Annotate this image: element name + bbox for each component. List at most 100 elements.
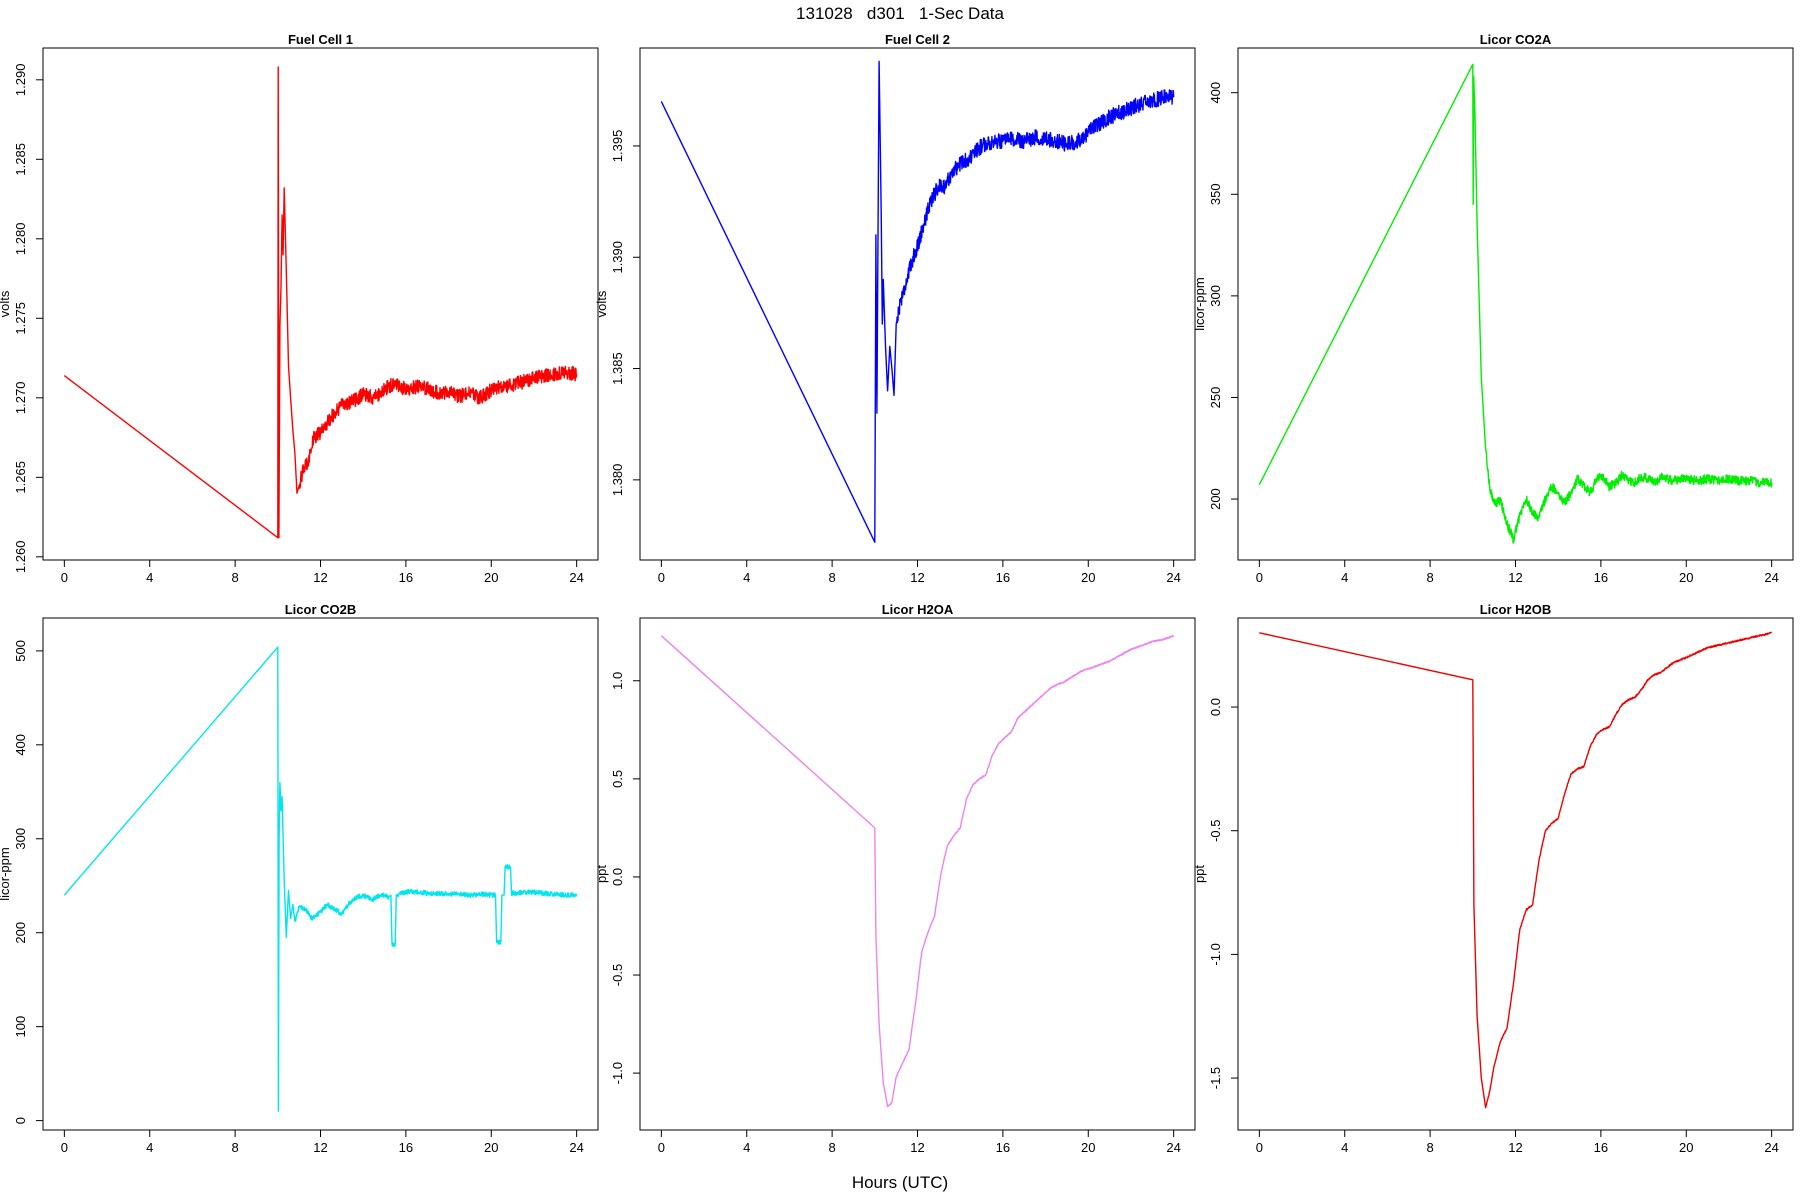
x-tick-label: 16 [996, 1140, 1010, 1155]
y-tick-label: 1.265 [13, 461, 28, 494]
x-tick-label: 12 [313, 1140, 327, 1155]
x-tick-label: 4 [743, 570, 750, 585]
y-tick-label: 1.270 [13, 382, 28, 415]
x-tick-label: 24 [569, 570, 583, 585]
y-tick-label: 350 [1208, 183, 1223, 205]
x-tick-label: 8 [828, 1140, 835, 1155]
y-tick-label: 500 [13, 640, 28, 662]
x-tick-label: 0 [61, 1140, 68, 1155]
y-tick-label: 1.285 [13, 143, 28, 176]
x-tick-label: 20 [484, 570, 498, 585]
panel-title: Fuel Cell 1 [288, 32, 353, 47]
y-tick-label: 0.0 [1208, 698, 1223, 716]
y-tick-label: 1.390 [610, 241, 625, 274]
x-tick-label: 8 [1426, 1140, 1433, 1155]
y-tick-label: 200 [1208, 488, 1223, 510]
x-tick-label: 4 [146, 1140, 153, 1155]
y-tick-label: 1.260 [13, 541, 28, 574]
x-tick-label: 20 [1679, 570, 1693, 585]
x-tick-label: 8 [231, 1140, 238, 1155]
x-tick-label: 12 [910, 570, 924, 585]
x-tick-label: 0 [61, 570, 68, 585]
y-axis-label: volts [594, 290, 609, 317]
y-tick-label: 1.385 [610, 352, 625, 385]
x-tick-label: 0 [1256, 570, 1263, 585]
chart-panel-4: Licor CO2B 0 4 8 12 16 20 24 0 100 200 300 400 500 lic… [0, 602, 599, 1155]
x-axis-label: Hours (UTC) [852, 1173, 948, 1192]
series-line [1259, 631, 1773, 1109]
y-tick-label: 200 [13, 922, 28, 944]
x-tick-label: 24 [1764, 1140, 1778, 1155]
x-tick-label: 4 [1341, 1140, 1348, 1155]
figure-title: 131028 d301 1-Sec Data [796, 4, 1004, 23]
x-tick-label: 20 [1081, 570, 1095, 585]
y-tick-label: 1.275 [13, 302, 28, 335]
x-tick-label: 20 [484, 1140, 498, 1155]
x-tick-label: 12 [910, 1140, 924, 1155]
x-tick-label: 8 [1426, 570, 1433, 585]
x-tick-label: 24 [1764, 570, 1778, 585]
x-tick-label: 24 [569, 1140, 583, 1155]
y-tick-label: 1.280 [13, 223, 28, 256]
series-line [660, 60, 1175, 543]
y-tick-label: 1.0 [610, 672, 625, 690]
series-line [660, 634, 1175, 1108]
y-tick-label: 100 [13, 1016, 28, 1038]
panel-title: Licor CO2B [285, 602, 357, 617]
x-tick-label: 4 [146, 570, 153, 585]
chart-panel-2: Fuel Cell 2 0 4 8 12 16 20 24 1.380 1.385 1.390 1.3… [594, 32, 1196, 585]
y-tick-label: -1.0 [610, 1062, 625, 1084]
panel-title: Licor CO2A [1480, 32, 1552, 47]
chart-panel-5: Licor H2OA 0 4 8 12 16 20 24 -1.0 -0.5 0.0 0.5 1.0 pp… [594, 602, 1196, 1155]
x-tick-label: 20 [1679, 1140, 1693, 1155]
y-tick-label: 300 [13, 828, 28, 850]
y-tick-label: 400 [13, 734, 28, 756]
panel-title: Licor H2OA [882, 602, 954, 617]
chart-panel-1: Fuel Cell 1 0 4 8 12 16 20 24 1.260 1.265 1.270 1.2… [0, 32, 599, 585]
series-line [1258, 63, 1773, 544]
x-tick-label: 24 [1166, 570, 1180, 585]
x-tick-label: 4 [1341, 570, 1348, 585]
x-tick-label: 4 [743, 1140, 750, 1155]
x-tick-label: 16 [1594, 1140, 1608, 1155]
y-tick-label: 250 [1208, 387, 1223, 409]
y-tick-label: 300 [1208, 285, 1223, 307]
x-tick-label: 8 [231, 570, 238, 585]
y-tick-label: -0.5 [1208, 820, 1223, 842]
x-tick-label: 12 [1508, 570, 1522, 585]
y-tick-label: 1.395 [610, 130, 625, 163]
chart-panels: Fuel Cell 1 0 4 8 12 16 20 24 1.260 1.265 1.270 1.2… [0, 32, 1794, 1155]
x-tick-label: 0 [1256, 1140, 1263, 1155]
y-tick-label: 400 [1208, 82, 1223, 104]
x-tick-label: 8 [828, 570, 835, 585]
panel-title: Fuel Cell 2 [885, 32, 950, 47]
series-line [63, 646, 578, 1112]
y-tick-label: -0.5 [610, 964, 625, 986]
panel-title: Licor H2OB [1480, 602, 1552, 617]
y-tick-label: 0.5 [610, 770, 625, 788]
y-tick-label: 1.290 [13, 64, 28, 97]
x-tick-label: 12 [1508, 1140, 1522, 1155]
series-line [63, 66, 578, 539]
x-tick-label: 24 [1166, 1140, 1180, 1155]
chart-panel-3: Licor CO2A 0 4 8 12 16 20 24 200 250 300 350 400 lico… [1192, 32, 1794, 585]
y-tick-label: 1.380 [610, 464, 625, 497]
x-tick-label: 0 [658, 570, 665, 585]
y-tick-label: -1.0 [1208, 943, 1223, 965]
y-tick-label: 0.0 [610, 868, 625, 886]
x-tick-label: 0 [658, 1140, 665, 1155]
y-axis-label: ppt [594, 865, 609, 883]
y-axis-label: ppt [1192, 865, 1207, 883]
x-tick-label: 20 [1081, 1140, 1095, 1155]
y-axis-label: volts [0, 290, 12, 317]
y-tick-label: 0 [13, 1117, 28, 1124]
x-tick-label: 12 [313, 570, 327, 585]
y-axis-label: licor-ppm [1192, 277, 1207, 330]
x-tick-label: 16 [996, 570, 1010, 585]
x-tick-label: 16 [399, 570, 413, 585]
x-tick-label: 16 [399, 1140, 413, 1155]
y-axis-label: licor-ppm [0, 847, 12, 900]
chart-panel-6: Licor H2OB 0 4 8 12 16 20 24 -1.5 -1.0 -0.5 0.0 ppt [1192, 602, 1794, 1155]
